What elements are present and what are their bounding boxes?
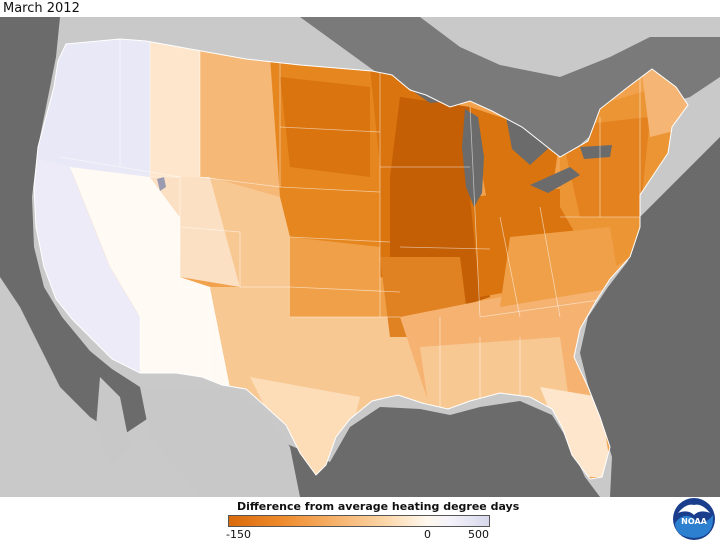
page-title: March 2012 [3,1,80,16]
noaa-logo-text: NOAA [681,517,707,526]
legend-title: Difference from average heating degree d… [237,500,520,513]
map-frame [0,17,720,497]
legend-label-zero: 0 [424,528,431,541]
region-nevada-arizona [70,167,230,387]
noaa-logo: NOAA [673,498,715,540]
us-temperature-map [0,17,720,497]
title-bar: March 2012 [0,0,720,17]
region-florida [540,387,612,477]
great-salt-lake [157,177,166,191]
region-appalachia [500,227,620,307]
gulf-of-mexico [250,401,600,497]
mexico-land [140,387,300,497]
legend: Difference from average heating degree d… [0,497,720,545]
region-montana-wyoming [200,47,280,197]
legend-label-max: 500 [468,528,489,541]
region-deep-south [420,337,570,417]
legend-color-bar [228,515,490,527]
us-outline [33,38,689,480]
legend-label-min: -150 [226,528,251,541]
baja-peninsula [96,377,130,467]
pacific-ocean [0,17,150,437]
canada-water [300,17,720,157]
atlantic-ocean [580,137,720,497]
region-dakotas-core [280,77,370,177]
lake-erie [530,167,580,193]
region-idaho-montana-west [150,39,200,177]
lake-ontario [580,145,612,159]
lake-michigan [462,109,484,207]
